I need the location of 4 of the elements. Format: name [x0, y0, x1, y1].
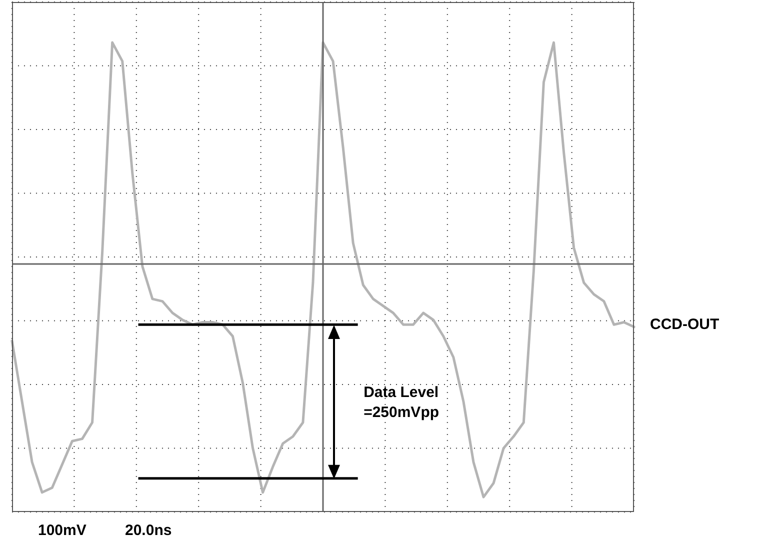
annotation: Data Level =250mVpp — [364, 383, 440, 423]
text: CCD-OUT — [650, 316, 720, 333]
text: 100mV — [38, 522, 86, 539]
text: 20.0ns — [125, 522, 172, 539]
